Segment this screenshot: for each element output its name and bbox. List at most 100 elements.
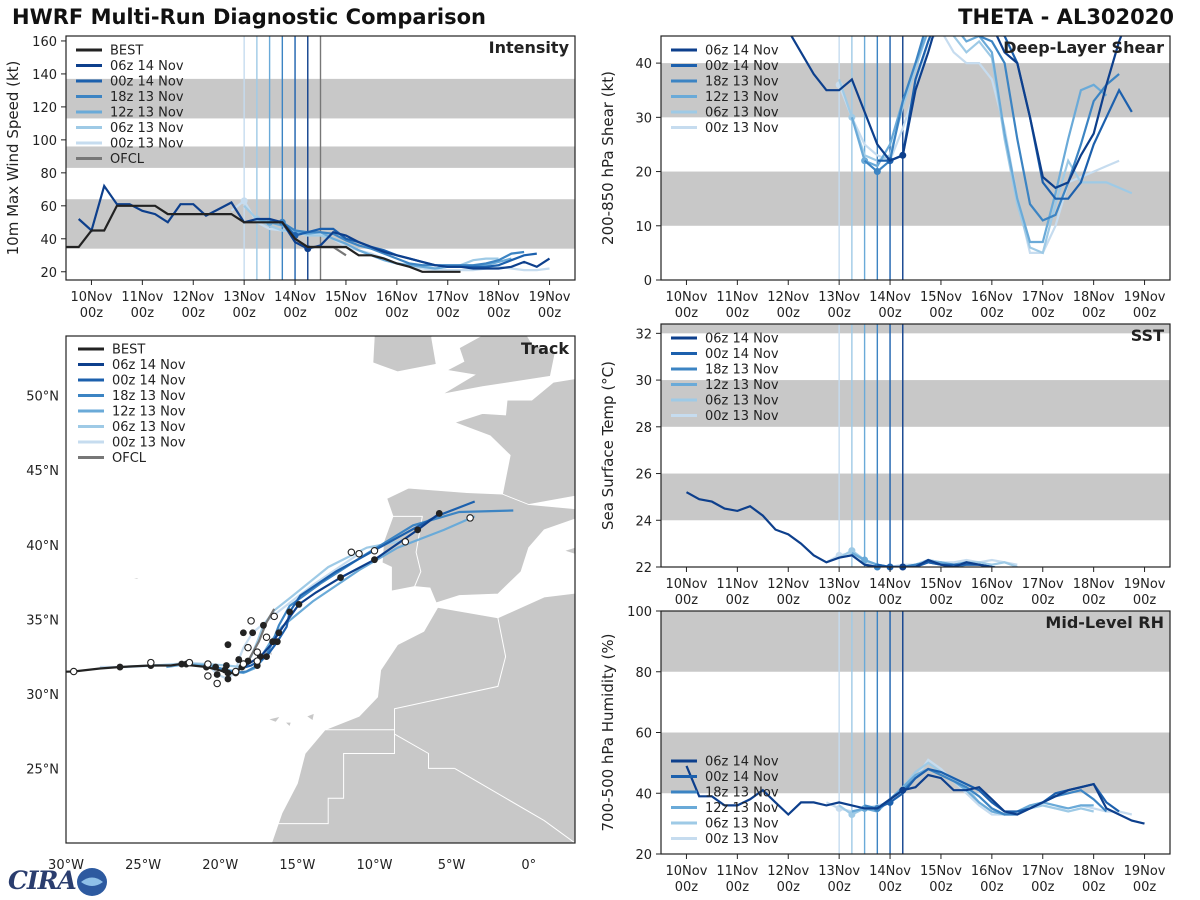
shear-series-00z-13-nov xyxy=(838,36,1120,254)
track-ytick-label: 35°N xyxy=(26,613,59,628)
rh-ytick-label: 40 xyxy=(635,787,652,802)
sst-xtick-label-date: 19Nov xyxy=(1124,577,1166,592)
canary-island-gran-canaria xyxy=(284,721,292,728)
sst-xtick-label-hour: 00z xyxy=(777,593,801,608)
track-marker-filled xyxy=(224,675,232,683)
sst-init-marker-12z-13-nov xyxy=(861,556,869,564)
intensity-legend-label-06z-14-nov: 06z 14 Nov xyxy=(110,59,184,74)
track-series-06z-13-nov xyxy=(119,539,406,669)
shear-xtick-label-hour: 00z xyxy=(980,306,1004,321)
shear-xtick-label-hour: 00z xyxy=(726,306,750,321)
shear-xtick-label-date: 15Nov xyxy=(920,290,962,305)
intensity-ytick-label: 100 xyxy=(32,134,57,149)
track-marker-filled xyxy=(295,601,303,608)
shear-legend-label-00z-13-nov: 00z 13 Nov xyxy=(705,121,779,136)
intensity-xtick-label-date: 12Nov xyxy=(172,290,214,305)
shear-xtick-label-hour: 00z xyxy=(878,306,902,321)
track-marker-hollow xyxy=(204,660,212,668)
shear-xtick-label-hour: 00z xyxy=(929,306,953,321)
rh-xtick-label-date: 18Nov xyxy=(1073,864,1115,879)
track-xtick-label: 10°W xyxy=(357,858,393,873)
rh-ytick-label: 100 xyxy=(627,605,652,620)
border-mali xyxy=(454,767,575,843)
sst-band-2 xyxy=(661,324,1170,334)
track-marker-hollow xyxy=(213,679,221,688)
track-marker-filled xyxy=(275,629,283,637)
track-marker-hollow xyxy=(466,514,474,522)
shear-xtick-label-hour: 00z xyxy=(1082,306,1106,321)
track-marker-hollow xyxy=(231,667,240,676)
intensity-xtick-label-hour: 00z xyxy=(334,306,358,321)
balearic-island xyxy=(562,546,575,555)
track-legend-label-12z-13-nov: 12z 13 Nov xyxy=(112,405,186,420)
sst-legend-label-06z-13-nov: 06z 13 Nov xyxy=(705,394,779,409)
track-marker-hollow xyxy=(401,538,410,546)
shear-frame xyxy=(660,35,1171,281)
track-marker-hollow xyxy=(347,548,356,556)
track-marker-hollow xyxy=(147,658,155,667)
rh-ylabel: 700-500 hPa Humidity (%) xyxy=(599,633,617,831)
sst-ytick-label: 32 xyxy=(635,327,652,342)
sst-ytick-label: 22 xyxy=(635,561,652,576)
sst-xtick-label-date: 16Nov xyxy=(971,577,1013,592)
rh-xtick-label-hour: 00z xyxy=(929,880,953,895)
track-legend-label-00z-13-nov: 00z 13 Nov xyxy=(112,436,186,451)
intensity-legend-label-best: BEST xyxy=(110,44,143,59)
intensity-legend-label-ofcl: OFCL xyxy=(110,152,145,167)
shear-series-12z-13-nov xyxy=(850,36,1108,244)
shear-xtick-label-date: 14Nov xyxy=(869,290,911,305)
track-marker-filled xyxy=(435,510,443,517)
sst-legend-label-18z-13-nov: 18z 13 Nov xyxy=(705,363,779,378)
sst-xtick-label-date: 10Nov xyxy=(665,577,707,592)
sst-xtick-label-date: 18Nov xyxy=(1073,577,1115,592)
track-legend-label-18z-13-nov: 18z 13 Nov xyxy=(112,389,186,404)
track-xtick-label: 30°W xyxy=(48,858,84,873)
africa-landmass xyxy=(271,592,575,843)
rh-series-06z-14-nov xyxy=(685,765,1145,825)
rh-xtick-label-hour: 00z xyxy=(777,880,801,895)
track-marker-hollow xyxy=(247,617,255,625)
sst-xtick-label-date: 11Nov xyxy=(716,577,758,592)
track-marker-hollow xyxy=(239,660,248,668)
intensity-frame xyxy=(65,35,576,281)
track-legend-label-best: BEST xyxy=(112,343,145,358)
track-frame xyxy=(65,335,576,844)
shear-init-marker-06z-14-nov xyxy=(899,151,907,159)
rh-legend-label-18z-13-nov: 18z 13 Nov xyxy=(705,786,779,801)
track-marker-filled xyxy=(286,608,294,616)
track-marker-filled xyxy=(269,638,277,646)
sst-legend-label-00z-13-nov: 00z 13 Nov xyxy=(705,409,779,424)
track-marker-filled xyxy=(224,641,232,649)
track-xtick-label: 20°W xyxy=(202,858,238,873)
track-marker-hollow xyxy=(253,657,262,665)
rh-legend-label-12z-13-nov: 12z 13 Nov xyxy=(705,801,779,816)
sst-ytick-label: 26 xyxy=(635,468,652,483)
intensity-ytick-label: 80 xyxy=(40,167,57,182)
sst-xtick-label-hour: 00z xyxy=(980,593,1004,608)
shear-init-marker-18z-13-nov xyxy=(873,168,881,176)
track-marker-hollow xyxy=(355,549,363,558)
shear-series-18z-13-nov xyxy=(863,36,1120,222)
track-marker-filled xyxy=(212,663,220,671)
cira-logo-text: CIRA xyxy=(8,866,77,895)
rh-legend-label-00z-14-nov: 00z 14 Nov xyxy=(705,770,779,785)
rh-xtick-label-date: 16Nov xyxy=(971,864,1013,879)
track-marker-filled xyxy=(235,656,243,663)
intensity-legend-label-00z-14-nov: 00z 14 Nov xyxy=(110,75,184,90)
shear-xtick-label-date: 13Nov xyxy=(818,290,860,305)
track-marker-filled xyxy=(239,629,247,637)
shear-xtick-label-hour: 00z xyxy=(1031,306,1055,321)
intensity-legend-label-18z-13-nov: 18z 13 Nov xyxy=(110,90,184,105)
intensity-xtick-label-date: 15Nov xyxy=(325,290,367,305)
track-marker-filled xyxy=(371,556,378,564)
border-mauritania xyxy=(394,733,455,769)
intensity-ytick-label: 40 xyxy=(40,233,57,248)
rh-xtick-label-hour: 00z xyxy=(1031,880,1055,895)
sst-legend-label-06z-14-nov: 06z 14 Nov xyxy=(705,332,779,347)
sst-frame xyxy=(660,323,1171,568)
track-ytick-label: 25°N xyxy=(26,762,59,777)
shear-ylabel: 200-850 hPa Shear (kt) xyxy=(599,71,617,245)
sst-xtick-label-hour: 00z xyxy=(929,593,953,608)
shear-legend-label-18z-13-nov: 18z 13 Nov xyxy=(705,75,779,90)
sst-xtick-label-hour: 00z xyxy=(827,593,851,608)
